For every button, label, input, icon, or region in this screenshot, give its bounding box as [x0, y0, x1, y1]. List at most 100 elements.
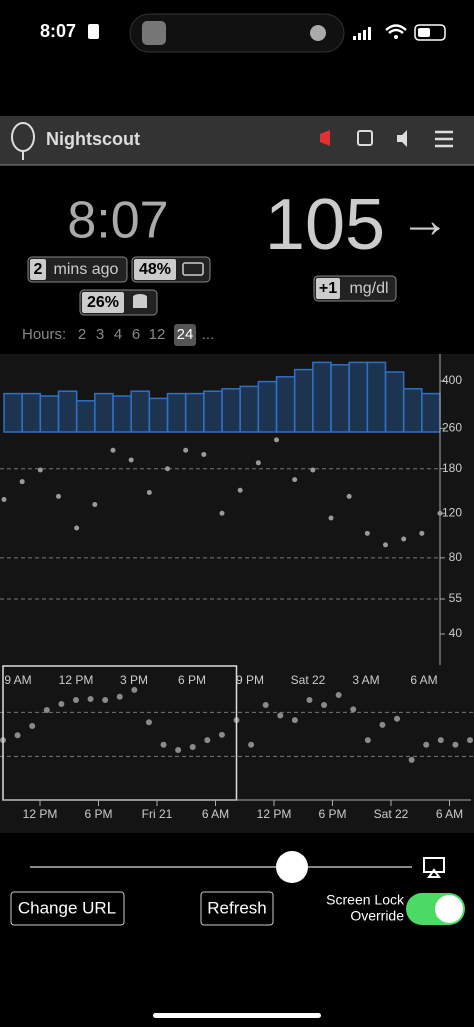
x-tick-label-top: 12 PM [59, 673, 94, 687]
glucose-point [131, 686, 138, 693]
slider-knob[interactable] [276, 851, 308, 883]
glucose-point [452, 741, 459, 748]
glucose-point [277, 712, 284, 719]
toggle-label-1: Screen Lock [326, 892, 405, 908]
hours-label: Hours: [22, 326, 66, 343]
glucose-point [262, 702, 269, 709]
age-value-box [30, 259, 46, 280]
basal-bar [39, 395, 60, 433]
basal-bar [257, 380, 278, 433]
speaker-button[interactable] [397, 130, 407, 147]
clock: 8:07 [67, 192, 168, 250]
glucose-point [364, 530, 370, 536]
hours-option[interactable]: 3 [96, 326, 104, 343]
glucose-point [146, 489, 152, 495]
glucose-point [419, 530, 425, 536]
x-tick-label-bottom: 6 PM [318, 807, 346, 821]
glucose-point [165, 466, 170, 472]
basal-bar [312, 361, 332, 433]
y-tick-label: 55 [449, 591, 463, 605]
delta: +1 [319, 280, 337, 297]
glucose-point [128, 457, 134, 463]
glucose-point [255, 460, 261, 466]
basal-bar [348, 361, 369, 433]
glucose-point [116, 693, 123, 700]
glucose-point [87, 696, 94, 703]
basal-bar [21, 392, 42, 433]
signal-icon [353, 27, 371, 40]
glucose-point [321, 702, 328, 709]
basal-bar [184, 392, 205, 433]
wifi-dot [394, 35, 398, 39]
toggle-label-2: Override [350, 908, 404, 924]
glucose-point [379, 721, 386, 728]
dynamic-island [129, 13, 345, 53]
glucose-point [394, 715, 401, 722]
x-tick-label-bottom: Sat 22 [374, 807, 409, 821]
menu-button[interactable] [435, 130, 453, 148]
basal-bar [130, 390, 151, 433]
change-url-button[interactable] [10, 891, 125, 926]
x-tick-label-bottom: 6 AM [436, 807, 463, 821]
airplay-button[interactable] [423, 857, 445, 878]
hours-option[interactable]: 6 [132, 326, 140, 343]
x-tick-label-top: 6 PM [178, 673, 206, 687]
glucose-point [160, 741, 167, 748]
storage: 26% [87, 294, 119, 311]
glucose-point [29, 722, 36, 729]
uploader-battery: 48% [139, 261, 171, 278]
glucose-point [92, 501, 98, 507]
hours-option[interactable]: 24 [177, 326, 194, 343]
y-tick-label: 400 [442, 373, 462, 387]
glucose-point [19, 479, 25, 485]
announce-button[interactable] [320, 130, 330, 146]
hours-option[interactable]: ... [202, 326, 215, 343]
hours-option[interactable]: 2 [78, 326, 86, 343]
glucose-point [423, 741, 430, 748]
glucose-point [310, 467, 316, 473]
basal-bar [402, 388, 423, 433]
x-tick-label-bottom: 12 PM [23, 807, 58, 821]
glucose-point [43, 706, 50, 713]
glucose-point [189, 744, 196, 751]
x-tick-label-bottom: 6 AM [202, 807, 229, 821]
basal-bar [384, 371, 405, 433]
basal-bar [293, 368, 314, 433]
delta-box [316, 278, 340, 299]
glucose-point [237, 487, 243, 493]
glucose-point [408, 756, 415, 763]
glucose-point [335, 691, 342, 698]
basal-bar [148, 397, 169, 433]
basal-bar [112, 395, 132, 433]
glucose-point [201, 451, 207, 457]
glucose-point [183, 447, 189, 453]
refresh-label: Refresh [207, 898, 267, 917]
current-bg: 105 [265, 185, 385, 265]
hours-option[interactable]: 4 [114, 326, 122, 343]
x-tick-label-top: 3 AM [352, 673, 379, 687]
age-pill [27, 256, 128, 283]
main-chart-bg [0, 354, 474, 665]
x-tick-label-top: 6 AM [410, 673, 437, 687]
id-icon [88, 24, 99, 39]
basal-bar [221, 388, 241, 433]
x-tick-label-bottom: 12 PM [257, 807, 292, 821]
x-tick-label-top: Sat 22 [291, 673, 326, 687]
glucose-point [145, 719, 152, 726]
wifi-icon [385, 24, 407, 34]
basal-bar [57, 390, 78, 433]
x-tick-label-top: 9 PM [236, 673, 264, 687]
hours-selected [174, 324, 196, 346]
age-unit: mins ago [54, 261, 119, 278]
glucose-point [350, 706, 357, 713]
hours-option[interactable]: 12 [149, 326, 166, 343]
glucose-point [204, 737, 211, 744]
basal-bar [239, 385, 260, 433]
refresh-button[interactable] [200, 891, 274, 926]
battery-icon [414, 24, 446, 41]
edit-button[interactable] [357, 130, 373, 146]
glucose-point [467, 737, 473, 744]
glucose-point [346, 493, 352, 499]
